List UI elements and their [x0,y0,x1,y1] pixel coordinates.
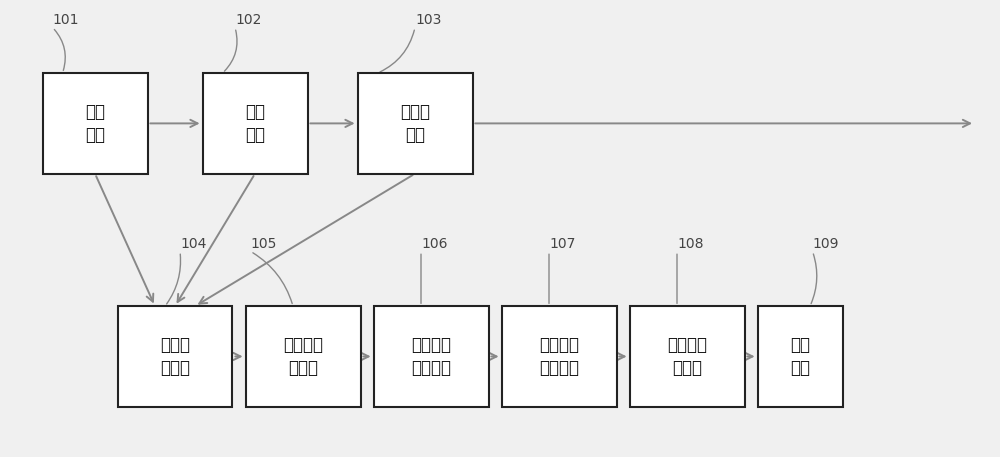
FancyBboxPatch shape [202,73,308,174]
Text: 101: 101 [53,13,79,27]
Text: 107: 107 [549,237,575,251]
FancyBboxPatch shape [374,306,488,407]
Text: 108: 108 [677,237,704,251]
Text: 109: 109 [812,237,839,251]
Text: 102: 102 [235,13,261,27]
Text: 高速数据
采集模块: 高速数据 采集模块 [411,335,451,377]
Text: 106: 106 [421,237,448,251]
Text: 相干探
测模块: 相干探 测模块 [160,335,190,377]
Text: 电信号放
大模块: 电信号放 大模块 [283,335,323,377]
Text: 104: 104 [180,237,206,251]
FancyBboxPatch shape [758,306,842,407]
FancyBboxPatch shape [502,306,616,407]
FancyBboxPatch shape [358,73,473,174]
Text: 调制
模块: 调制 模块 [245,102,265,144]
Text: 光源
模块: 光源 模块 [85,102,105,144]
FancyBboxPatch shape [630,306,744,407]
Text: 103: 103 [415,13,441,27]
FancyBboxPatch shape [246,306,360,407]
Text: 数据后处
理模块: 数据后处 理模块 [667,335,707,377]
Text: 105: 105 [250,237,277,251]
Text: 显示
模块: 显示 模块 [790,335,810,377]
FancyBboxPatch shape [118,306,232,407]
Text: 数据并行
处理模块: 数据并行 处理模块 [539,335,579,377]
Text: 光放大
模块: 光放大 模块 [400,102,430,144]
FancyBboxPatch shape [42,73,148,174]
